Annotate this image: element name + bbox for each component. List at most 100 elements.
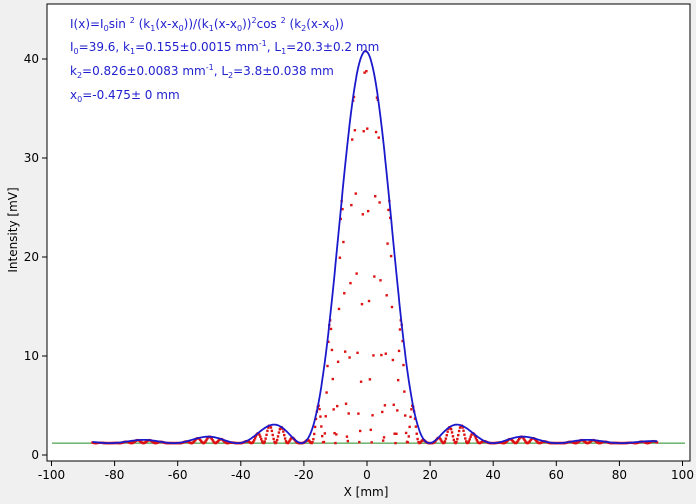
data-point <box>457 429 461 433</box>
data-point <box>368 378 372 381</box>
data-point <box>199 438 202 442</box>
x-axis-label: X [mm] <box>344 485 389 499</box>
data-point <box>455 440 458 444</box>
data-point <box>334 441 337 445</box>
data-point <box>443 440 447 443</box>
data-point <box>347 412 350 415</box>
data-point <box>378 201 381 204</box>
data-point <box>517 439 520 442</box>
data-point <box>350 203 353 207</box>
data-point <box>361 213 365 216</box>
data-point <box>351 138 354 141</box>
data-point <box>469 435 472 439</box>
x-tick-label: 0 <box>363 468 371 482</box>
data-point <box>358 429 362 433</box>
data-point <box>333 431 336 435</box>
data-point <box>331 377 334 381</box>
data-point <box>450 431 454 434</box>
y-tick-label: 0 <box>31 448 39 462</box>
data-point <box>375 96 379 99</box>
data-point <box>403 390 406 393</box>
data-point <box>444 437 448 440</box>
data-point <box>446 430 449 433</box>
data-point <box>386 242 389 245</box>
data-point <box>314 417 318 421</box>
data-point <box>467 440 471 443</box>
y-tick-label: 20 <box>24 250 39 264</box>
data-point <box>395 432 398 435</box>
data-point <box>204 440 207 443</box>
x-tick-label: 80 <box>612 468 627 482</box>
data-point <box>346 439 350 443</box>
data-point <box>384 352 388 355</box>
data-point <box>335 433 338 436</box>
x-tick-label: -40 <box>231 468 251 482</box>
data-point <box>270 429 274 433</box>
data-point <box>463 433 466 436</box>
data-point <box>363 71 366 74</box>
data-point <box>313 432 316 436</box>
data-point <box>382 436 386 439</box>
data-point <box>325 391 328 394</box>
data-point <box>259 435 262 438</box>
data-point <box>345 435 349 438</box>
data-point <box>343 350 347 353</box>
data-point <box>277 431 281 434</box>
data-point <box>327 340 330 344</box>
x-tick-label: -60 <box>168 468 188 482</box>
data-point <box>312 437 315 441</box>
data-point <box>449 428 453 431</box>
x-tick-label: 60 <box>549 468 564 482</box>
data-point <box>311 440 314 444</box>
data-point <box>330 348 334 352</box>
data-point <box>407 435 410 438</box>
x-tick-label: -100 <box>38 468 65 482</box>
data-point <box>211 439 214 442</box>
data-point <box>319 415 322 418</box>
data-point <box>205 438 208 442</box>
data-point <box>254 434 258 438</box>
data-point <box>358 440 361 444</box>
data-point <box>410 408 413 411</box>
data-point <box>381 439 385 442</box>
data-point <box>357 412 360 415</box>
data-point <box>210 437 213 441</box>
data-point <box>457 433 460 437</box>
data-point <box>517 437 521 441</box>
data-point <box>276 435 280 438</box>
x-tick-label: 40 <box>486 468 501 482</box>
data-point <box>265 433 268 437</box>
data-point <box>383 404 387 407</box>
data-point <box>655 441 659 444</box>
data-point <box>468 438 471 441</box>
data-point <box>466 441 470 445</box>
data-point <box>271 433 274 437</box>
data-point <box>332 408 335 411</box>
data-point <box>365 69 368 73</box>
data-point <box>341 207 344 211</box>
data-point <box>354 192 357 195</box>
data-point <box>370 441 373 444</box>
data-point <box>318 407 321 411</box>
data-point <box>252 440 255 444</box>
data-point <box>337 307 341 311</box>
data-point <box>260 438 263 441</box>
data-point <box>273 440 276 444</box>
y-axis-label: Intensity [mV] <box>6 187 20 272</box>
data-point <box>404 414 407 417</box>
data-point <box>324 415 327 418</box>
data-point <box>263 440 266 443</box>
data-point <box>380 353 383 357</box>
data-point <box>262 441 266 445</box>
data-point <box>516 440 519 443</box>
data-point <box>342 240 345 244</box>
data-point <box>288 439 291 443</box>
x-tick-label: 100 <box>671 468 694 482</box>
data-point <box>404 431 408 435</box>
data-point <box>396 378 400 382</box>
data-point <box>451 435 455 438</box>
data-point <box>452 438 456 442</box>
fit-formula: I(x)=I0sin 2 (k1(x-x0))/(k1(x-x0))2cos 2… <box>70 16 344 33</box>
data-point <box>278 428 281 431</box>
data-point <box>284 440 288 443</box>
